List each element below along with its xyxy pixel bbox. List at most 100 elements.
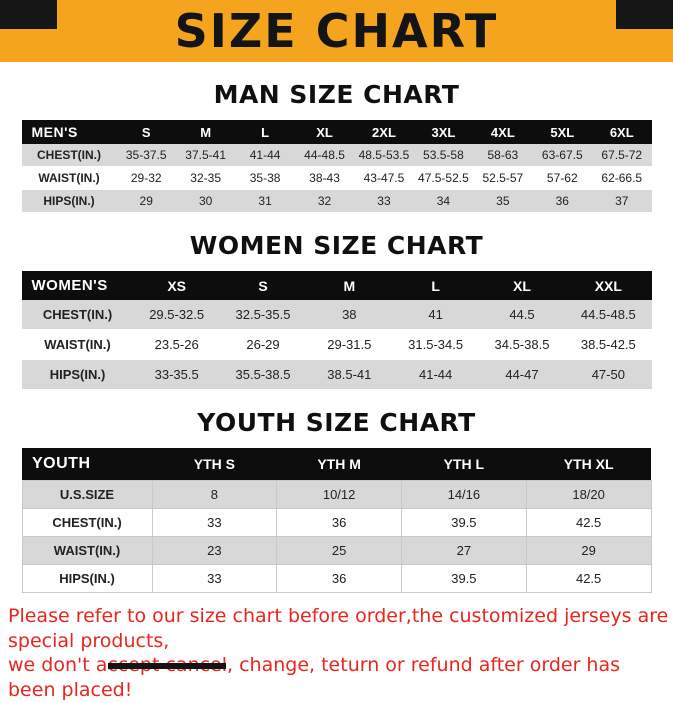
size-value-cell: 32.5-35.5 — [219, 300, 307, 330]
size-column-header: YTH S — [152, 448, 277, 481]
banner-corner-right — [616, 0, 673, 29]
page-title: SIZE CHART — [174, 4, 499, 58]
size-value-cell: 36 — [276, 564, 402, 593]
size-value-cell: 32-35 — [175, 166, 236, 190]
size-value-cell: 42.5 — [525, 564, 652, 593]
row-label: CHEST(IN.) — [21, 300, 134, 330]
size-column-header: 3XL — [413, 120, 474, 144]
size-value-cell: 35-37.5 — [116, 144, 176, 167]
table-header-row: YOUTH YTH S YTH M YTH L YTH XL — [22, 448, 651, 481]
size-value-cell: 38.5-41 — [306, 359, 393, 390]
size-value-cell: 44.5 — [478, 300, 566, 330]
size-value-cell: 29-32 — [116, 166, 176, 190]
size-value-cell: 18/20 — [525, 480, 652, 509]
size-value-cell: 33-35.5 — [133, 359, 220, 390]
size-value-cell: 41 — [392, 300, 479, 330]
size-value-cell: 38.5-42.5 — [565, 329, 652, 360]
table-corner-header: YOUTH — [22, 448, 152, 481]
size-value-cell: 34.5-38.5 — [478, 329, 566, 360]
size-value-cell: 35.5-38.5 — [219, 359, 307, 390]
disclaimer-line-1: Please refer to our size chart before or… — [8, 605, 669, 652]
youth-size-table: YOUTH YTH S YTH M YTH L YTH XL U.S.SIZE 8 10/12… — [21, 448, 652, 593]
men-size-table: MEN'S S M L XL 2XL 3XL 4XL 5XL 6XL CHEST(IN.) 35-37… — [21, 120, 652, 213]
size-value-cell: 31.5-34.5 — [392, 329, 479, 360]
table-row: U.S.SIZE 8 10/12 14/16 18/20 — [21, 480, 652, 509]
table-row: CHEST(IN.) 33 36 39.5 42.5 — [21, 508, 652, 537]
row-label: HIPS(IN.) — [21, 359, 134, 390]
size-column-header: M — [306, 271, 393, 300]
table-header-row: WOMEN'S XS S M L XL XXL — [21, 271, 652, 300]
size-column-header: XL — [478, 271, 566, 300]
size-value-cell: 10/12 — [276, 480, 402, 509]
size-value-cell: 52.5-57 — [473, 166, 533, 190]
size-value-cell: 47-50 — [565, 359, 652, 390]
table-row: HIPS(IN.) 29 30 31 32 33 34 35 36 37 — [21, 189, 652, 213]
women-size-chart-heading: WOMEN SIZE CHART — [189, 231, 484, 260]
size-column-header: XS — [133, 271, 220, 300]
size-column-header: S — [116, 120, 176, 144]
size-value-cell: 41-44 — [392, 359, 479, 390]
row-label: WAIST(IN.) — [21, 329, 134, 360]
disclaimer-line-2: we don't accept cancel, change, teturn o… — [8, 654, 621, 702]
size-value-cell: 39.5 — [401, 508, 527, 537]
size-column-header: YTH M — [276, 448, 402, 481]
size-value-cell: 43-47.5 — [354, 166, 414, 190]
size-column-header: 6XL — [592, 120, 652, 144]
youth-size-chart-heading: YOUTH SIZE CHART — [197, 408, 476, 437]
size-value-cell: 48.5-53.5 — [354, 144, 414, 167]
section-women-size-chart: WOMEN SIZE CHART WOMEN'S XS S M L XL XXL CHEST(… — [0, 231, 673, 390]
size-value-cell: 36 — [532, 189, 592, 213]
size-value-cell: 27 — [401, 536, 527, 565]
table-row: CHEST(IN.) 35-37.5 37.5-41 41-44 44-48.5 48.5… — [21, 144, 652, 167]
size-column-header: L — [392, 271, 479, 300]
size-value-cell: 33 — [354, 189, 414, 213]
bottom-bar-decoration — [108, 663, 226, 669]
table-row: WAIST(IN.) 23.5-26 26-29 29-31.5 31.5-34.5 34… — [21, 329, 652, 360]
size-value-cell: 32 — [294, 189, 355, 213]
section-youth-size-chart: YOUTH SIZE CHART YOUTH YTH S YTH M YTH L YTH… — [0, 408, 673, 593]
size-value-cell: 44.5-48.5 — [565, 300, 652, 330]
women-size-table: WOMEN'S XS S M L XL XXL CHEST(IN.) 29.5-32.5 32.5… — [21, 271, 652, 390]
size-value-cell: 35 — [473, 189, 533, 213]
size-value-cell: 41-44 — [235, 144, 295, 167]
row-label: HIPS(IN.) — [21, 189, 117, 213]
size-column-header: S — [219, 271, 307, 300]
size-value-cell: 37 — [592, 189, 652, 213]
size-value-cell: 35-38 — [235, 166, 295, 190]
row-label: WAIST(IN.) — [21, 536, 153, 565]
size-column-header: XL — [294, 120, 355, 144]
size-value-cell: 47.5-52.5 — [413, 166, 474, 190]
size-value-cell: 42.5 — [525, 508, 652, 537]
section-man-size-chart: MAN SIZE CHART MEN'S S M L XL 2XL 3XL 4XL 5XL 6XL… — [0, 80, 673, 213]
size-value-cell: 62-66.5 — [592, 166, 652, 190]
table-row: CHEST(IN.) 29.5-32.5 32.5-35.5 38 41 44.5 44.5… — [21, 300, 652, 330]
size-value-cell: 30 — [175, 189, 236, 213]
size-value-cell: 37.5-41 — [175, 144, 236, 167]
size-column-header: XXL — [565, 271, 652, 300]
size-value-cell: 36 — [276, 508, 402, 537]
size-value-cell: 31 — [235, 189, 295, 213]
size-value-cell: 29-31.5 — [306, 329, 393, 360]
man-size-chart-heading: MAN SIZE CHART — [213, 80, 460, 109]
size-value-cell: 23.5-26 — [133, 329, 220, 360]
size-value-cell: 38-43 — [294, 166, 355, 190]
size-column-header: 5XL — [532, 120, 592, 144]
size-value-cell: 23 — [151, 536, 278, 565]
row-label: CHEST(IN.) — [21, 144, 117, 167]
size-value-cell: 57-62 — [532, 166, 592, 190]
size-column-header: M — [175, 120, 236, 144]
size-column-header: 4XL — [473, 120, 533, 144]
size-column-header: L — [235, 120, 295, 144]
size-value-cell: 33 — [151, 564, 278, 593]
table-corner-header: MEN'S — [21, 120, 117, 144]
table-header-row: MEN'S S M L XL 2XL 3XL 4XL 5XL 6XL — [21, 120, 652, 144]
disclaimer-note: Please refer to our size chart before or… — [8, 604, 673, 703]
size-value-cell: 53.5-58 — [413, 144, 474, 167]
size-value-cell: 63-67.5 — [532, 144, 592, 167]
size-value-cell: 34 — [413, 189, 474, 213]
row-label: HIPS(IN.) — [21, 564, 153, 593]
row-label: CHEST(IN.) — [21, 508, 153, 537]
size-value-cell: 29 — [116, 189, 176, 213]
size-value-cell: 33 — [151, 508, 278, 537]
